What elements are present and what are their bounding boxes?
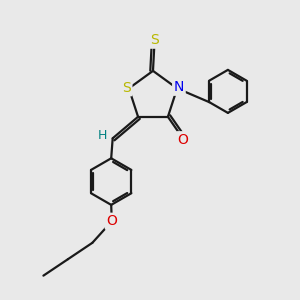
Text: O: O [177,133,188,147]
Text: S: S [150,33,159,47]
Text: N: N [174,80,184,94]
Text: O: O [106,214,117,228]
Text: S: S [122,81,131,95]
Text: H: H [98,129,107,142]
